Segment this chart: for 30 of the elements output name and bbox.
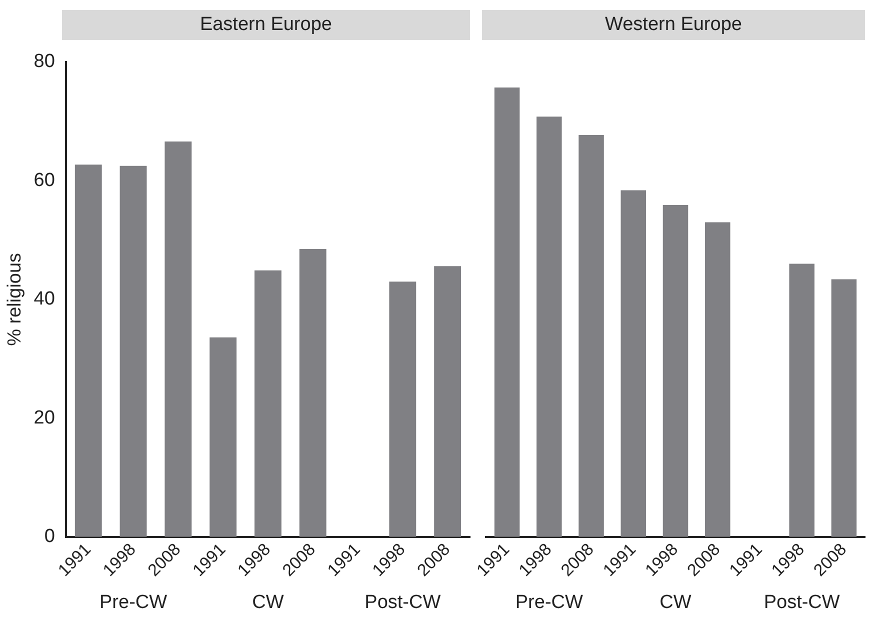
y-tick-label: 60 xyxy=(34,170,55,191)
chart-title: Western Europe xyxy=(482,10,865,40)
bar xyxy=(74,164,102,537)
text: Pre-CW xyxy=(99,592,168,613)
y-tick-label: 0 xyxy=(44,526,55,548)
text: Pre-CW xyxy=(515,592,583,613)
bar xyxy=(831,279,857,537)
bar xyxy=(494,88,520,537)
bar xyxy=(536,116,562,537)
bar xyxy=(120,166,147,537)
bar xyxy=(164,142,192,537)
bar xyxy=(789,264,814,537)
bar xyxy=(299,248,326,537)
bar xyxy=(254,270,282,537)
y-tick-label: 20 xyxy=(34,407,55,428)
bar xyxy=(389,282,416,537)
text: CW xyxy=(660,592,692,613)
y-axis-title: % religious xyxy=(4,252,26,346)
y-tick-label: 80 xyxy=(34,51,55,72)
text: Post-CW xyxy=(364,592,441,613)
y-tick-label: 40 xyxy=(34,288,55,310)
bar xyxy=(662,205,688,537)
bar xyxy=(434,266,462,537)
text: Post-CW xyxy=(764,592,840,613)
text: CW xyxy=(252,592,284,613)
bar xyxy=(210,337,237,537)
bar xyxy=(620,190,646,537)
bar xyxy=(704,222,730,537)
bar xyxy=(578,135,604,537)
chart-title: Eastern Europe xyxy=(62,10,470,40)
